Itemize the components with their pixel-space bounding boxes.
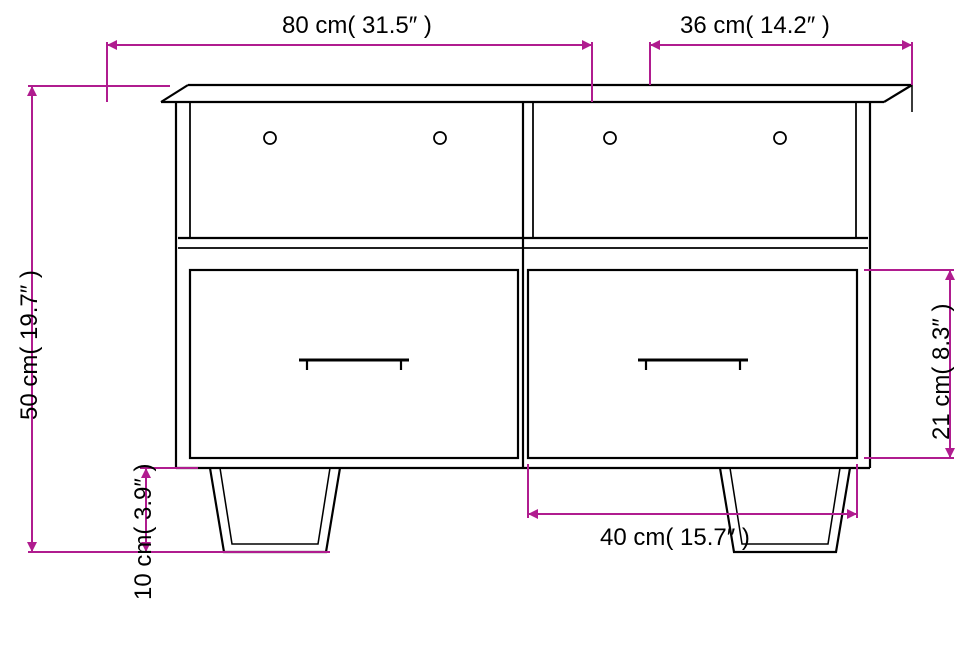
- cable-hole: [434, 132, 446, 144]
- dim-arrow: [650, 40, 660, 50]
- dim-arrow: [107, 40, 117, 50]
- dim-arrow: [945, 270, 955, 280]
- drawer-left: [190, 270, 518, 458]
- total-depth-label: 36 cm( 14.2″ ): [680, 12, 830, 40]
- cable-hole: [774, 132, 786, 144]
- drawer-width-label: 40 cm( 15.7″ ): [600, 524, 750, 552]
- dim-arrow: [27, 542, 37, 552]
- drawer-right: [528, 270, 857, 458]
- dim-arrow: [945, 448, 955, 458]
- dim-arrow: [528, 509, 538, 519]
- cable-hole: [264, 132, 276, 144]
- leg-height-label: 10 cm( 3.9″ ): [130, 463, 158, 600]
- dim-arrow: [27, 86, 37, 96]
- leg-left-inner: [220, 468, 330, 544]
- dim-arrow: [582, 40, 592, 50]
- total-width-label: 80 cm( 31.5″ ): [282, 12, 432, 40]
- cable-hole: [604, 132, 616, 144]
- top-right-diag: [884, 85, 912, 102]
- top-left-diag: [161, 85, 188, 102]
- drawer-height-label: 21 cm( 8.3″ ): [928, 303, 956, 440]
- dim-arrow: [847, 509, 857, 519]
- dim-arrow: [902, 40, 912, 50]
- total-height-label: 50 cm( 19.7″ ): [16, 270, 44, 420]
- leg-left: [210, 468, 340, 552]
